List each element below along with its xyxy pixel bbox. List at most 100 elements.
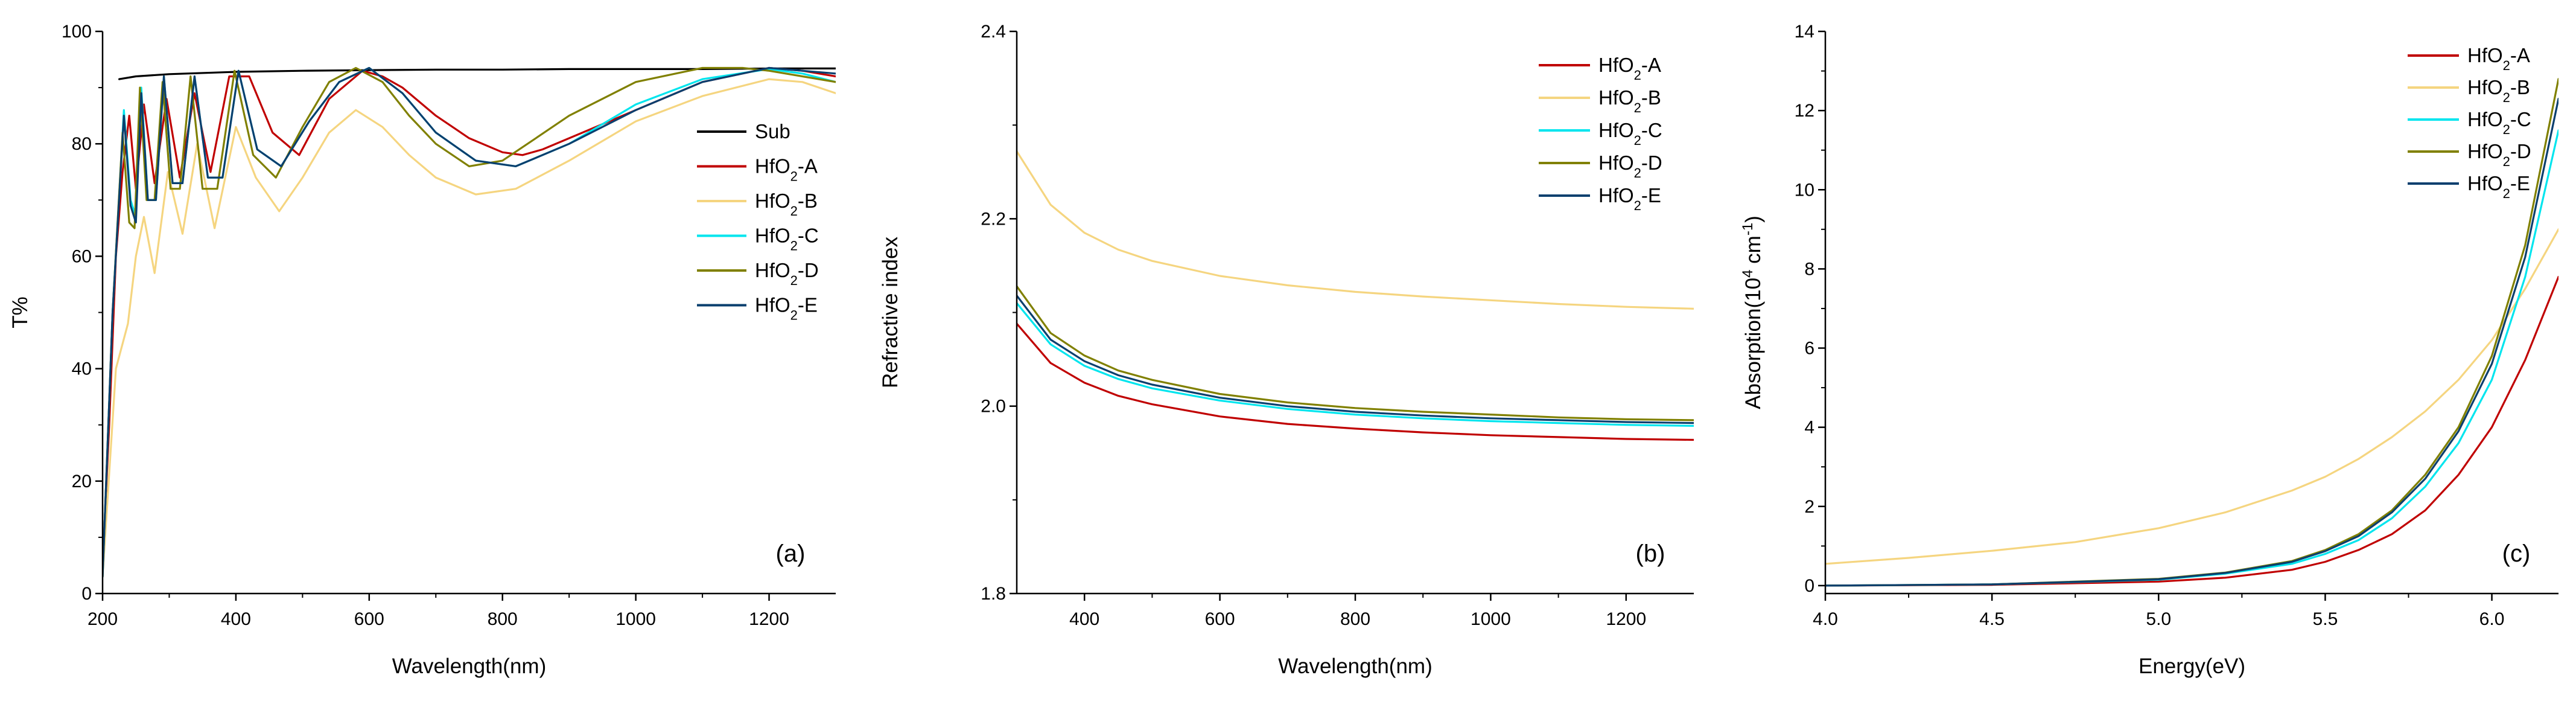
x-axis-title: Wavelength(nm) (1278, 655, 1432, 678)
legend-label: HfO2-D (2467, 140, 2531, 169)
panel-label: (b) (1636, 540, 1665, 567)
text-run: -D (798, 259, 819, 281)
legend-label: HfO2-B (755, 190, 818, 219)
subscript: 2 (2503, 122, 2510, 137)
text-run: ) (1741, 216, 1765, 223)
series-group (1017, 150, 1694, 441)
text-run: HfO (1598, 152, 1634, 174)
y-axis-title: Absorption(104 cm-1) (1740, 216, 1766, 409)
y-tick-label: 2.4 (981, 22, 1006, 42)
series-line-HfO2-C (1825, 129, 2559, 587)
y-tick-label: 10 (1795, 180, 1814, 200)
subscript: 2 (1634, 100, 1641, 115)
series-line-Sub (118, 67, 836, 80)
x-axis-title: Energy(eV) (2139, 655, 2245, 678)
y-tick-label: 2.0 (981, 397, 1006, 417)
y-axis-title: Refractive index (879, 237, 902, 388)
legend-label: HfO2-E (1598, 184, 1661, 213)
series-line-HfO2-A (1017, 322, 1694, 441)
subscript: 2 (790, 168, 798, 184)
text-run: HfO (755, 225, 790, 247)
legend-label: HfO2-A (1598, 54, 1661, 83)
y-tick-label: 0 (1804, 576, 1814, 596)
legend-label: HfO2-E (2467, 172, 2530, 201)
text-run: HfO (2467, 140, 2503, 162)
x-tick-label: 600 (1205, 609, 1235, 629)
y-tick-label: 4 (1804, 418, 1814, 438)
series-group (1825, 78, 2559, 587)
legend-label: HfO2-C (2467, 108, 2531, 137)
text-run: -B (1641, 86, 1661, 109)
subscript: 2 (1634, 198, 1641, 213)
x-tick-label: 800 (488, 609, 518, 629)
series-line-HfO2-A (1825, 275, 2559, 587)
text-run: Absorption(10 (1741, 278, 1765, 409)
x-tick-label: 1200 (749, 609, 789, 629)
text-run: HfO (755, 294, 790, 316)
x-tick-label: 1000 (1471, 609, 1511, 629)
x-tick-label: 5.0 (2146, 609, 2171, 629)
chart-panel-a: 0 20 40 60 80 100 200 400 600 800 1000 1200 Waveleng… (8, 22, 836, 678)
subscript: 2 (1634, 133, 1641, 148)
y-tick-label: 1.8 (981, 584, 1006, 604)
x-tick-label: 6.0 (2479, 609, 2505, 629)
text-run: cm (1741, 235, 1765, 269)
subscript: 2 (1634, 165, 1641, 181)
chart-panel-b: 1.8 2.0 2.2 2.4 400 600 800 1000 1200 Wavelength(… (879, 22, 1694, 678)
subscript: 2 (2503, 154, 2510, 169)
text-run: -C (2510, 108, 2531, 130)
legend-label: HfO2-A (2467, 44, 2530, 73)
legend-label: Sub (755, 120, 790, 142)
y-tick-label: 8 (1804, 259, 1814, 279)
text-run: Sub (755, 120, 790, 142)
subscript: 2 (2503, 90, 2510, 105)
text-run: HfO (1598, 54, 1634, 76)
text-run: -B (2510, 76, 2530, 98)
text-run: HfO (2467, 44, 2503, 66)
y-tick-label: 100 (62, 22, 92, 42)
text-run: -E (2510, 172, 2530, 194)
series-line-HfO2-A (103, 66, 836, 567)
series-group (103, 66, 836, 578)
y-tick-label: 6 (1804, 339, 1814, 359)
y-axis-title: T% (8, 296, 32, 328)
superscript: 4 (1740, 270, 1756, 278)
y-tick-label: 0 (81, 584, 92, 604)
text-run: -C (1641, 119, 1662, 141)
series-line-HfO2-D (103, 66, 836, 578)
legend-label: HfO2-C (1598, 119, 1662, 148)
text-run: HfO (1598, 119, 1634, 141)
subscript: 2 (790, 203, 798, 219)
legend-label: HfO2-D (755, 259, 819, 288)
x-tick-label: 4.0 (1813, 609, 1838, 629)
text-run: -A (798, 155, 818, 178)
y-tick-label: 80 (72, 134, 92, 154)
panel-label: (a) (776, 540, 806, 567)
legend-label: HfO2-B (1598, 86, 1661, 115)
series-line-HfO2-B (103, 78, 836, 578)
subscript: 2 (1634, 68, 1641, 83)
y-tick-label: 2 (1804, 497, 1814, 517)
text-run: HfO (2467, 172, 2503, 194)
legend-label: HfO2-C (755, 225, 819, 254)
text-run: -C (798, 225, 819, 247)
series-line-HfO2-D (1825, 78, 2559, 587)
x-tick-label: 1200 (1606, 609, 1646, 629)
legend-label: HfO2-E (755, 294, 818, 323)
series-line-HfO2-B (1017, 150, 1694, 310)
text-run: -D (2510, 140, 2531, 162)
y-tick-label: 60 (72, 246, 92, 266)
subscript: 2 (2503, 58, 2510, 73)
text-run: -A (1641, 54, 1661, 76)
subscript: 2 (790, 307, 798, 322)
text-run: HfO (755, 190, 790, 212)
text-run: HfO (1598, 86, 1634, 109)
x-tick-label: 1000 (615, 609, 656, 629)
legend-label: HfO2-B (2467, 76, 2530, 105)
y-tick-label: 40 (72, 359, 92, 379)
series-line-HfO2-E (1017, 295, 1694, 424)
chart-panel-c: 0 2 4 6 8 10 12 14 4.0 4.5 5.0 5.5 6.0 Energy(eV) Abso… (1740, 22, 2559, 678)
